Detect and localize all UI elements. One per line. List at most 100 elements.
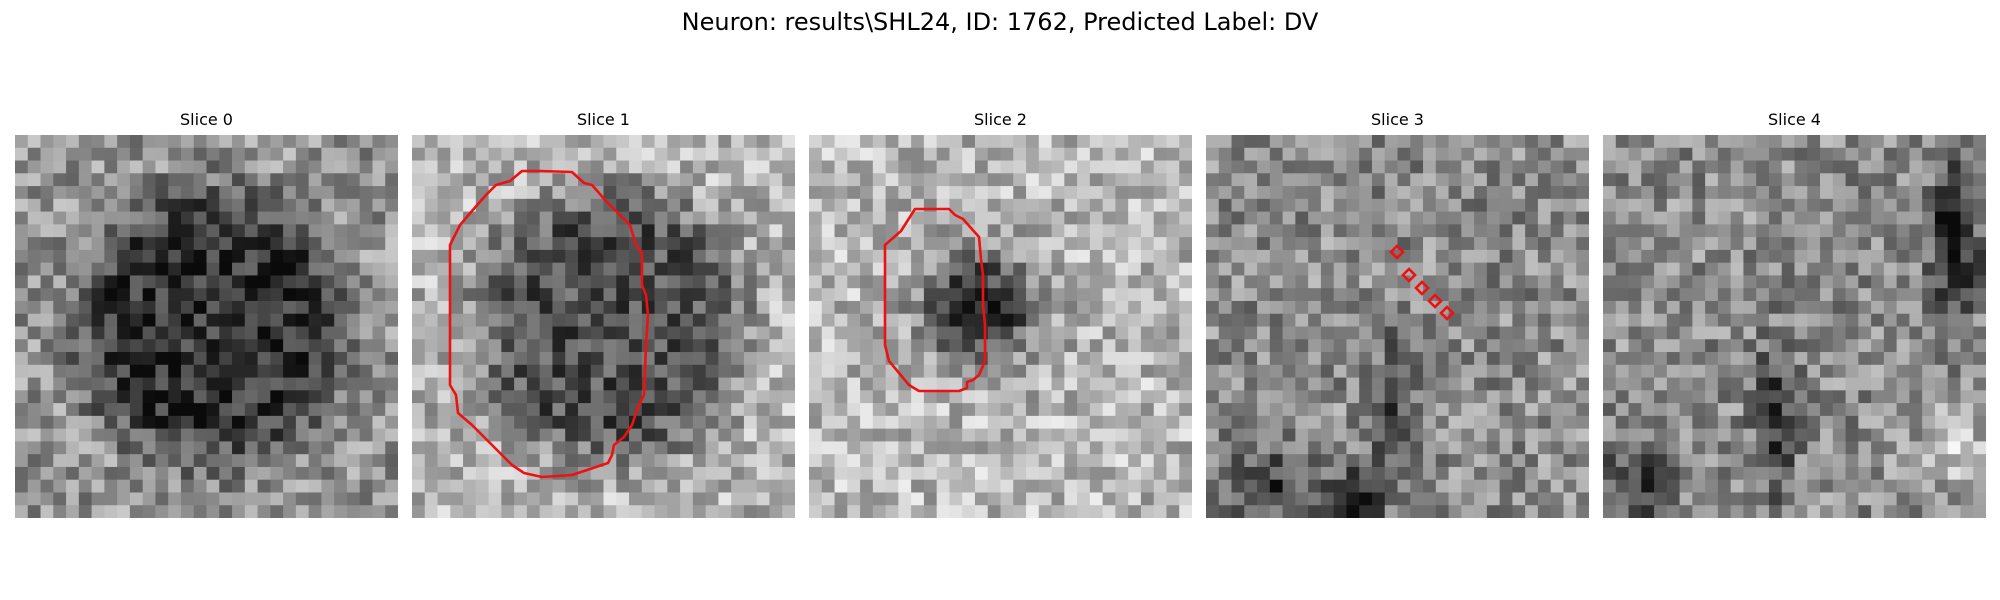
pixel	[219, 160, 233, 174]
pixel	[1166, 428, 1180, 442]
pixel	[1896, 428, 1910, 442]
pixel	[91, 377, 105, 391]
pixel	[1947, 313, 1962, 328]
pixel	[1576, 339, 1589, 353]
pixel	[936, 441, 951, 455]
pixel	[1832, 390, 1847, 404]
pixel	[91, 441, 105, 455]
pixel	[1525, 492, 1539, 506]
pixel	[450, 454, 464, 468]
pixel	[437, 313, 451, 328]
pixel	[1064, 147, 1078, 162]
pixel	[346, 492, 361, 506]
pixel	[117, 262, 131, 277]
pixel	[117, 198, 131, 213]
pixel	[923, 364, 938, 379]
pixel	[308, 377, 322, 391]
pixel	[1257, 211, 1271, 225]
pixel	[219, 288, 233, 302]
pixel	[987, 364, 1002, 379]
pixel	[1807, 377, 1821, 391]
pixel	[936, 403, 951, 417]
pixel	[1603, 147, 1617, 162]
pixel	[1153, 160, 1168, 174]
pixel	[27, 505, 42, 518]
pixel	[1320, 135, 1335, 149]
pixel	[885, 275, 899, 289]
pixel	[168, 237, 182, 251]
pixel	[1781, 326, 1796, 340]
pixel	[321, 364, 335, 379]
pixel	[40, 147, 54, 162]
pixel	[53, 211, 67, 225]
pixel	[1525, 249, 1539, 264]
pixel	[654, 211, 668, 225]
pixel	[27, 211, 42, 225]
pixel	[1973, 326, 1986, 340]
pixel	[1359, 300, 1373, 315]
pixel	[1128, 262, 1142, 277]
pixel	[1486, 364, 1501, 379]
pixel	[1128, 377, 1142, 391]
pixel	[629, 262, 643, 277]
pixel	[424, 224, 439, 238]
pixel	[1359, 466, 1373, 481]
pixel	[168, 403, 182, 417]
pixel	[1346, 364, 1360, 379]
pixel	[1909, 288, 1923, 302]
pixel	[1499, 428, 1513, 442]
pixel	[488, 262, 502, 277]
pixel	[219, 505, 233, 518]
pixel	[552, 441, 566, 455]
pixel	[539, 428, 554, 442]
pixel	[283, 249, 297, 264]
pixel	[1077, 313, 1091, 328]
pixel	[1282, 492, 1296, 506]
pixel	[1922, 186, 1936, 200]
pixel	[232, 135, 246, 149]
pixel	[1218, 224, 1233, 238]
pixel	[1206, 147, 1220, 162]
pixel	[1947, 275, 1962, 289]
pixel	[1102, 300, 1116, 315]
pixel	[78, 198, 93, 213]
pixel	[577, 441, 592, 455]
pixel	[1410, 224, 1424, 238]
pixel	[1781, 377, 1796, 391]
pixel	[437, 326, 451, 340]
pixel	[142, 186, 157, 200]
pixel	[40, 288, 54, 302]
pixel	[1820, 415, 1834, 430]
pixel	[590, 198, 605, 213]
pixel	[821, 454, 836, 468]
pixel	[705, 224, 719, 238]
pixel	[129, 288, 144, 302]
pixel	[1537, 211, 1552, 225]
pixel	[603, 492, 617, 506]
pixel	[206, 364, 220, 379]
pixel	[1128, 466, 1142, 481]
pixel	[1231, 505, 1245, 518]
pixel	[1346, 160, 1360, 174]
pixel	[1512, 198, 1526, 213]
pixel	[872, 186, 887, 200]
pixel	[1563, 160, 1577, 174]
pixel	[1883, 300, 1898, 315]
pixel	[1807, 505, 1821, 518]
pixel	[1423, 313, 1437, 328]
pixel	[1960, 198, 1974, 213]
pixel	[1858, 173, 1872, 187]
pixel	[206, 479, 220, 494]
pixel	[1474, 339, 1488, 353]
pixel	[898, 377, 912, 391]
pixel	[385, 288, 398, 302]
pixel	[1896, 466, 1910, 481]
pixel	[1013, 339, 1027, 353]
pixel	[372, 313, 386, 328]
pixel	[308, 326, 322, 340]
pixel	[1218, 339, 1233, 353]
pixel	[1346, 390, 1360, 404]
pixel	[1308, 428, 1322, 442]
pixel	[1550, 275, 1565, 289]
pixel	[923, 352, 938, 366]
